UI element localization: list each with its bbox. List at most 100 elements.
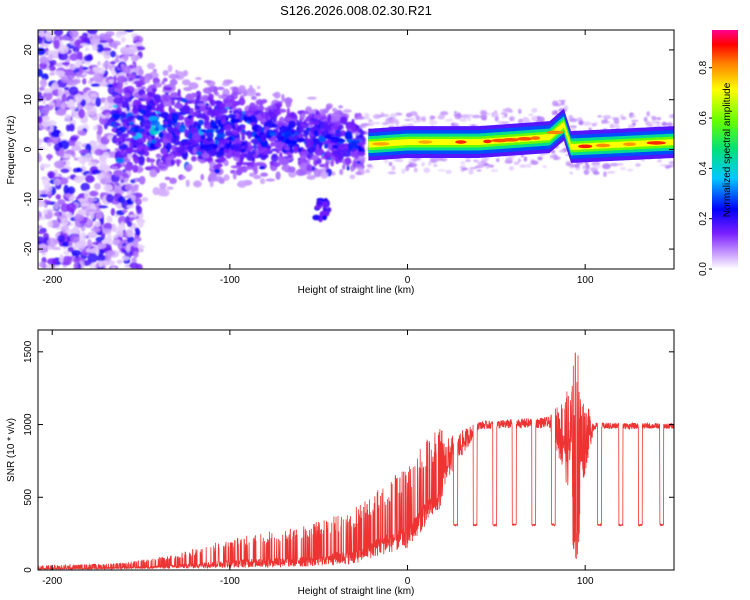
- spectrogram-blob: [519, 164, 527, 168]
- spectrogram-blob: [199, 140, 204, 150]
- spectrogram-blob: [42, 209, 48, 215]
- spectrogram-blob: [247, 141, 252, 148]
- spectrogram-blob: [513, 161, 520, 165]
- spectrogram-blob: [342, 164, 346, 170]
- spectrogram-blob: [643, 116, 648, 123]
- spectrogram-blob: [502, 108, 507, 114]
- spectrogram-blob: [38, 86, 45, 91]
- spectrogram-blob: [467, 116, 471, 122]
- spectrogram-blob: [74, 39, 85, 49]
- spectrogram-blob: [84, 104, 93, 111]
- spectrogram-blob: [126, 105, 130, 112]
- spectrogram-blob: [100, 217, 105, 226]
- spectrogram-blob: [99, 177, 109, 185]
- spectrogram-blob: [53, 202, 59, 210]
- spectrogram-blob: [125, 49, 135, 55]
- spectrogram-blob: [96, 254, 106, 262]
- spectrogram-blob: [139, 108, 147, 115]
- spectrogram-blob: [209, 149, 216, 157]
- spectrogram-blob: [289, 145, 293, 151]
- spectrogram-blobs: [38, 30, 674, 269]
- spectrogram-blob: [162, 94, 172, 102]
- snr-y-tick-label: 1500: [23, 340, 34, 363]
- colorbar-label: Normalized spectral amplitude: [722, 82, 733, 217]
- spectrogram-blob: [359, 128, 363, 136]
- spectrogram-blob: [216, 132, 226, 139]
- spectrogram-blob: [454, 110, 458, 114]
- spectrogram-blob: [75, 72, 82, 77]
- spectrogram-blob: [200, 173, 205, 181]
- spectrogram-blob: [549, 155, 557, 159]
- spectrogram-blob: [229, 110, 233, 114]
- spectrogram-blob: [583, 169, 590, 175]
- spectrogram-blob: [130, 179, 136, 184]
- spectrogram-blob: [411, 117, 415, 121]
- spectrogram-blob: [588, 167, 595, 171]
- colorbar-tick-label: 0.0: [698, 262, 709, 276]
- spectrogram-blob: [501, 114, 505, 120]
- spectrogram-blob: [127, 115, 135, 121]
- spectrogram-blob: [46, 138, 54, 143]
- spectrogram-blob: [249, 172, 255, 177]
- spectrogram-blob: [87, 231, 98, 239]
- spectrogram-blob: [196, 94, 201, 104]
- spectrogram-blob: [563, 105, 569, 111]
- spectrogram-blob: [120, 36, 126, 43]
- spectrogram-blob: [95, 236, 103, 243]
- spectrogram-blob: [569, 163, 575, 169]
- spectrogram-blob: [67, 246, 74, 253]
- spectrogram-blob: [646, 111, 651, 117]
- spectrogram-blob: [320, 171, 329, 179]
- spectrogram-blob: [214, 139, 219, 145]
- spectrogram-blob: [130, 72, 136, 80]
- spectrogram-blob: [53, 212, 60, 217]
- spectrogram-blob: [297, 137, 306, 142]
- spectrogram-blob: [190, 127, 198, 135]
- spectrogram-blob: [107, 260, 116, 266]
- spectrogram-blob: [124, 163, 134, 171]
- spectrogram-blob: [50, 59, 57, 66]
- spectrogram-blob: [241, 134, 246, 142]
- spectrogram-blob: [359, 123, 368, 128]
- spectrogram-blob: [115, 130, 122, 134]
- spectrogram-blob: [38, 95, 45, 102]
- spectrogram-blob: [217, 139, 227, 145]
- spectrogram-blob: [338, 105, 344, 109]
- spectrogram-blob: [324, 134, 332, 140]
- spectrogram-blob: [270, 153, 279, 163]
- spectrogram-blob: [152, 77, 160, 84]
- spectrogram-blob: [77, 155, 88, 164]
- spectrogram-blob: [415, 114, 420, 120]
- spectrogram-blob: [427, 161, 432, 166]
- spectrogram-blob: [124, 137, 133, 142]
- spectrogram-blob: [632, 122, 636, 126]
- spectrogram-blob: [149, 165, 158, 171]
- spectrogram-blob: [129, 262, 139, 269]
- spectrogram-blob: [45, 264, 52, 269]
- spectrogram-blob: [298, 128, 306, 133]
- spectrogram-blob: [461, 114, 470, 119]
- spectrogram-blob: [111, 166, 119, 170]
- spectrogram-blob: [47, 237, 58, 248]
- spectrogram-blob: [146, 62, 156, 70]
- spectrogram-blob: [237, 107, 242, 112]
- spectrogram-blob: [476, 169, 482, 172]
- spectrogram-blob: [601, 120, 608, 124]
- spectrogram-blob: [308, 131, 315, 139]
- spectrogram-blob: [205, 136, 214, 142]
- spectrogram-blob: [284, 146, 291, 151]
- spectrogram-blob: [336, 148, 342, 156]
- spectrogram-blob: [55, 98, 62, 108]
- tone-hotspot: [623, 142, 636, 146]
- spectrogram-blob: [330, 129, 335, 133]
- spectrogram-blob: [517, 118, 524, 125]
- spectrogram-blob: [55, 62, 62, 67]
- spectrogram-blob: [253, 174, 262, 180]
- spectrogram-blob: [243, 140, 249, 148]
- spectrogram-blob: [268, 108, 272, 118]
- spectrogram-blob: [223, 174, 230, 181]
- spectrogram-blob: [351, 148, 356, 153]
- spectrogram-blob: [327, 113, 332, 123]
- spectrogram-blob: [286, 151, 291, 156]
- spectrogram-blob: [192, 121, 199, 127]
